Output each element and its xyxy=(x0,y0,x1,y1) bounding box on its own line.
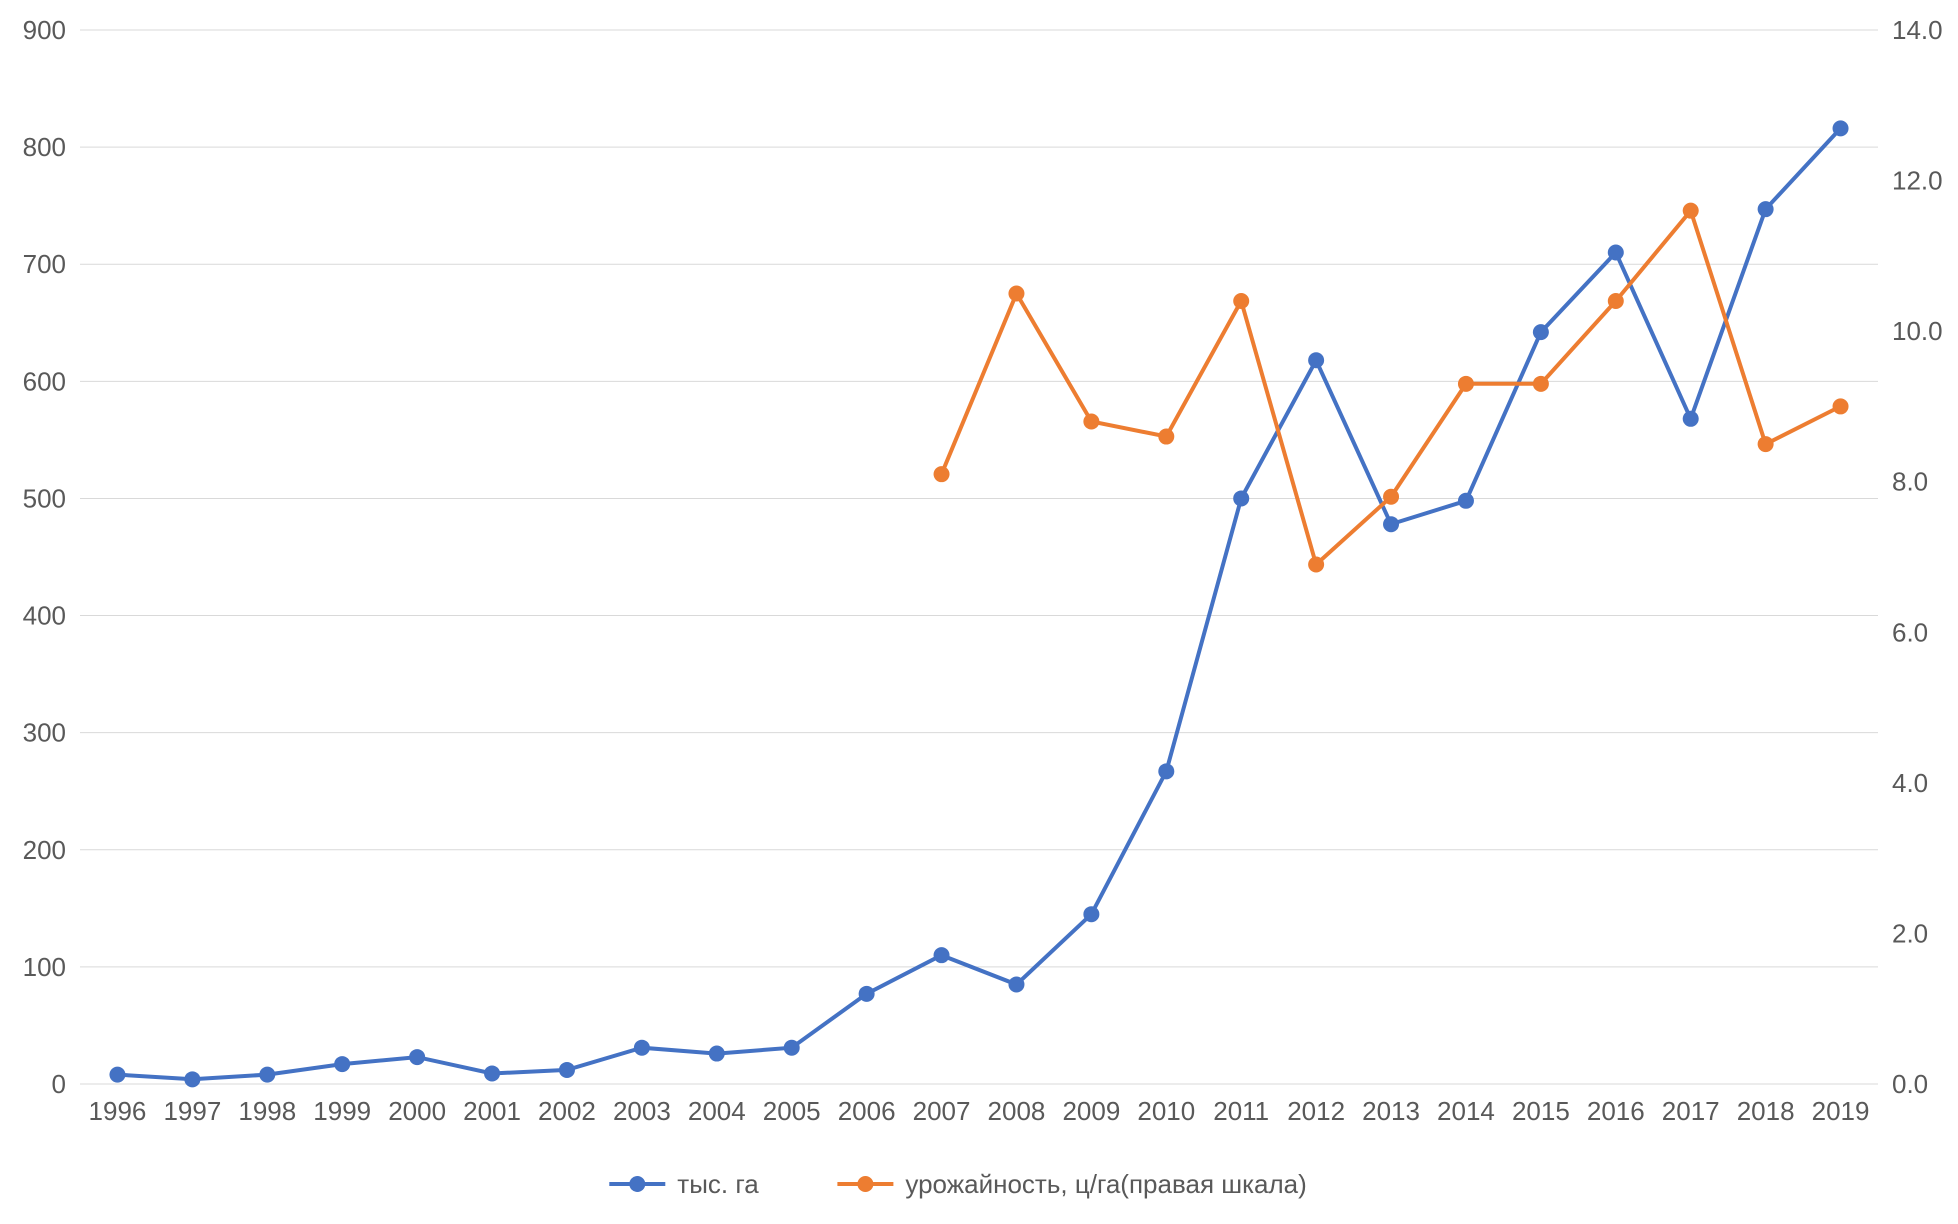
x-tick-label: 1996 xyxy=(89,1096,147,1126)
series-marker-yield xyxy=(1233,293,1249,309)
series-marker-yield xyxy=(1158,429,1174,445)
x-tick-label: 2018 xyxy=(1737,1096,1795,1126)
x-tick-label: 2007 xyxy=(913,1096,971,1126)
series-marker-yield xyxy=(1833,398,1849,414)
x-tick-label: 2010 xyxy=(1137,1096,1195,1126)
series-marker-area xyxy=(1608,245,1624,261)
x-tick-label: 2017 xyxy=(1662,1096,1720,1126)
series-marker-area xyxy=(1308,352,1324,368)
x-tick-label: 2016 xyxy=(1587,1096,1645,1126)
y-right-tick-label: 2.0 xyxy=(1892,918,1928,948)
x-tick-label: 2013 xyxy=(1362,1096,1420,1126)
series-marker-area xyxy=(859,986,875,1002)
x-tick-label: 2012 xyxy=(1287,1096,1345,1126)
y-left-tick-label: 700 xyxy=(23,249,66,279)
series-marker-area xyxy=(1233,490,1249,506)
y-right-tick-label: 14.0 xyxy=(1892,15,1943,45)
chart-container: 0 100 200 300 400 500 600 700 800 900 0.0 2.0 4.0 6.0… xyxy=(0,0,1958,1224)
series-marker-area xyxy=(784,1040,800,1056)
x-tick-label: 1998 xyxy=(238,1096,296,1126)
legend-label: тыс. га xyxy=(677,1169,759,1199)
series-marker-area xyxy=(184,1071,200,1087)
y-right-tick-label: 4.0 xyxy=(1892,768,1928,798)
legend: тыс. га урожайность, ц/га(правая шкала) xyxy=(609,1169,1307,1199)
series-marker-area xyxy=(1833,120,1849,136)
series-marker-area xyxy=(409,1049,425,1065)
series-marker-yield xyxy=(1683,203,1699,219)
x-tick-label: 1997 xyxy=(163,1096,221,1126)
series-marker-area xyxy=(709,1046,725,1062)
series-marker-yield xyxy=(1008,286,1024,302)
y-left-tick-label: 200 xyxy=(23,835,66,865)
legend-item-yield: урожайность, ц/га(правая шкала) xyxy=(837,1169,1306,1199)
series-marker-area xyxy=(484,1065,500,1081)
series-marker-area xyxy=(1758,201,1774,217)
x-tick-label: 2001 xyxy=(463,1096,521,1126)
y-left-tick-label: 300 xyxy=(23,718,66,748)
x-tick-label: 2011 xyxy=(1213,1096,1269,1126)
x-tick-label: 2014 xyxy=(1437,1096,1495,1126)
y-left-tick-label: 600 xyxy=(23,366,66,396)
series-marker-yield xyxy=(934,466,950,482)
y-left-tick-label: 800 xyxy=(23,132,66,162)
series-marker-yield xyxy=(1458,376,1474,392)
series-marker-yield xyxy=(1608,293,1624,309)
y-right-tick-label: 6.0 xyxy=(1892,617,1928,647)
x-tick-label: 2015 xyxy=(1512,1096,1570,1126)
series-marker-area xyxy=(1458,493,1474,509)
x-tick-label: 2004 xyxy=(688,1096,746,1126)
y-right-tick-label: 12.0 xyxy=(1892,166,1943,196)
series-marker-area xyxy=(634,1040,650,1056)
series-marker-yield xyxy=(1533,376,1549,392)
x-tick-label: 2002 xyxy=(538,1096,596,1126)
x-tick-label: 1999 xyxy=(313,1096,371,1126)
series-marker-yield xyxy=(1083,413,1099,429)
y-left-tick-label: 100 xyxy=(23,952,66,982)
x-tick-label: 2019 xyxy=(1812,1096,1870,1126)
x-tick-label: 2000 xyxy=(388,1096,446,1126)
series-marker-area xyxy=(1158,763,1174,779)
series-marker-area xyxy=(1533,324,1549,340)
x-tick-label: 2009 xyxy=(1062,1096,1120,1126)
series-marker-area xyxy=(559,1062,575,1078)
series-marker-area xyxy=(1008,976,1024,992)
y-right-tick-label: 8.0 xyxy=(1892,467,1928,497)
series-marker-yield xyxy=(1308,557,1324,573)
y-right-tick-label: 0.0 xyxy=(1892,1069,1928,1099)
y-left-tick-label: 900 xyxy=(23,15,66,45)
y-left-tick-label: 400 xyxy=(23,601,66,631)
series-marker-area xyxy=(1683,411,1699,427)
x-tick-label: 2003 xyxy=(613,1096,671,1126)
x-tick-label: 2006 xyxy=(838,1096,896,1126)
series-marker-area xyxy=(109,1067,125,1083)
series-marker-area xyxy=(1083,906,1099,922)
series-marker-area xyxy=(934,947,950,963)
series-marker-yield xyxy=(1383,489,1399,505)
x-tick-label: 2008 xyxy=(988,1096,1046,1126)
y-left-tick-label: 0 xyxy=(52,1069,66,1099)
series-marker-area xyxy=(259,1067,275,1083)
y-right-tick-label: 10.0 xyxy=(1892,316,1943,346)
series-marker-yield xyxy=(1758,436,1774,452)
y-left-tick-label: 500 xyxy=(23,483,66,513)
x-tick-label: 2005 xyxy=(763,1096,821,1126)
chart-svg: 0 100 200 300 400 500 600 700 800 900 0.0 2.0 4.0 6.0… xyxy=(0,0,1958,1224)
legend-label: урожайность, ц/га(правая шкала) xyxy=(905,1169,1306,1199)
series-marker-area xyxy=(1383,516,1399,532)
series-marker-area xyxy=(334,1056,350,1072)
